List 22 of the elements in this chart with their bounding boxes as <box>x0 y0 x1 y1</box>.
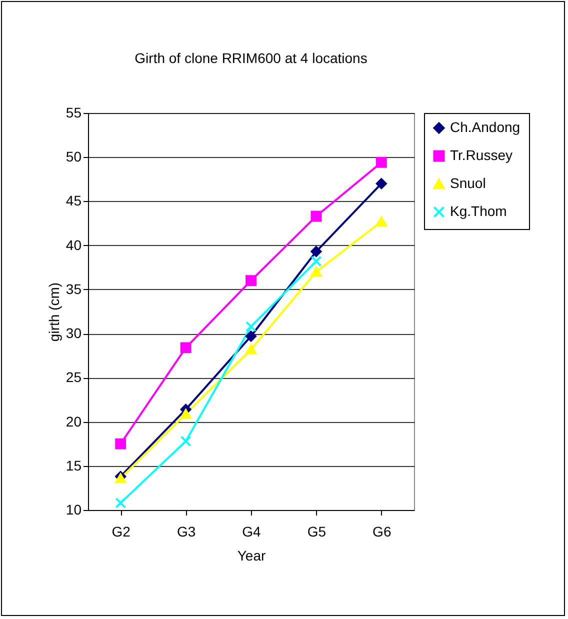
y-tick-label: 30 <box>66 325 82 342</box>
x-axis-title: Year <box>237 548 266 564</box>
y-tick-label: 25 <box>66 369 82 386</box>
x-tick-label: G2 <box>112 524 131 540</box>
y-axis-title: girth (cm) <box>46 282 62 342</box>
x-tick-label: G6 <box>372 524 392 540</box>
y-tick-label: 45 <box>66 192 82 209</box>
y-tick-label: 50 <box>66 148 82 165</box>
legend-label: Ch.Andong <box>450 119 520 135</box>
y-tick-label: 10 <box>66 502 82 518</box>
legend-label: Tr.Russey <box>450 147 512 163</box>
x-tick-label: G3 <box>176 524 196 540</box>
y-tick-label: 15 <box>66 457 82 474</box>
y-tick-label: 20 <box>66 413 82 430</box>
y-tick-label: 35 <box>66 280 82 297</box>
y-tick-label: 40 <box>66 236 82 253</box>
chart-title: Girth of clone RRIM600 at 4 locations <box>134 50 368 66</box>
x-tick-label: G5 <box>307 524 326 540</box>
y-tick-label: 55 <box>66 104 82 120</box>
legend-label: Kg.Thom <box>450 203 507 219</box>
x-tick-label: G4 <box>242 524 262 540</box>
legend-label: Snuol <box>450 175 486 191</box>
